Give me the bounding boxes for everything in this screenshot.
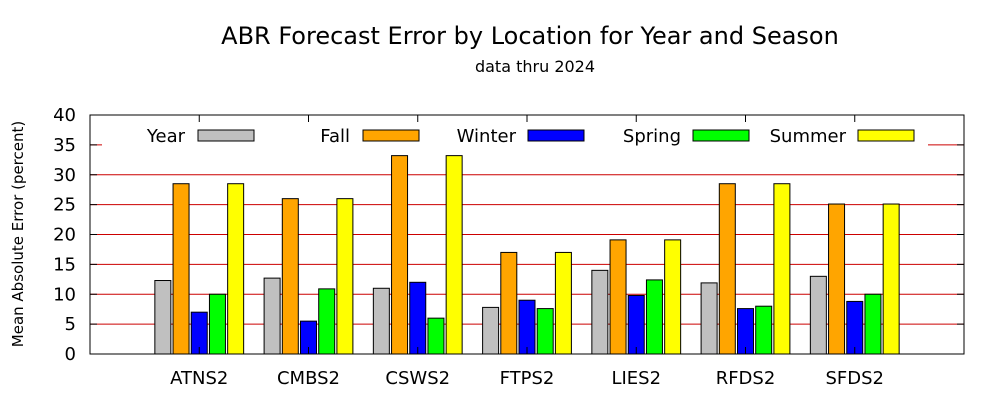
x-tick-label: ATNS2 [170,368,228,389]
bar-year-csws2 [372,287,390,355]
bar-fall-atns2 [172,183,190,355]
bar-fall-sfds2 [828,203,846,355]
bar-summer-csws2 [445,155,463,355]
bar-year-ftps2 [482,306,500,355]
bar-winter-csws2 [409,281,427,355]
bar-summer-rfds2 [773,183,791,355]
y-tick-label: 15 [53,254,76,275]
bar-summer-ftps2 [554,251,572,355]
legend-swatch-spring [692,129,750,142]
bar-spring-rfds2 [755,305,773,355]
legend-label-spring: Spring [623,126,681,147]
bar-spring-cmbs2 [318,288,336,355]
y-tick-label: 35 [53,135,76,156]
y-axis-label: Mean Absolute Error (percent) [9,121,27,347]
bar-year-rfds2 [700,282,718,355]
bar-year-sfds2 [809,275,827,355]
x-tick-label: CSWS2 [385,368,450,389]
bar-summer-lies2 [664,239,682,355]
bar-winter-sfds2 [846,300,864,355]
bar-fall-ftps2 [500,251,518,355]
bar-year-atns2 [154,280,172,355]
bars [154,155,900,355]
legend-swatch-year [197,129,255,142]
y-tick-label: 10 [53,284,76,305]
x-axis-ticks: ATNS2 CMBS2 CSWS2 FTPS2 LIES2 RFDS2 SFDS2 [170,115,884,389]
legend-swatch-winter [527,129,585,142]
x-tick-label: SFDS2 [825,368,884,389]
bar-winter-lies2 [627,294,645,355]
y-tick-label: 40 [53,105,76,126]
bar-year-lies2 [591,269,609,355]
y-tick-label: 0 [65,344,76,365]
bar-spring-atns2 [208,293,226,355]
bar-fall-cmbs2 [281,198,299,355]
x-tick-label: LIES2 [611,368,661,389]
bar-spring-lies2 [645,279,663,355]
legend-label-summer: Summer [770,126,847,147]
x-tick-label: FTPS2 [500,368,555,389]
bar-summer-atns2 [227,183,245,355]
bar-fall-rfds2 [718,183,736,355]
bar-year-cmbs2 [263,277,281,355]
bar-fall-lies2 [609,239,627,355]
bar-summer-cmbs2 [336,198,354,355]
y-tick-label: 20 [53,225,76,246]
legend-swatch-fall [362,129,420,142]
y-axis-ticks: 0 5 10 15 20 25 30 35 40 [53,105,964,365]
chart-title: ABR Forecast Error by Location for Year … [221,22,839,50]
bar-spring-ftps2 [536,308,554,355]
legend-swatch-summer [857,129,915,142]
legend-label-year: Year [146,126,186,147]
legend-label-winter: Winter [457,126,517,147]
chart-subtitle: data thru 2024 [475,57,595,76]
x-tick-label: CMBS2 [277,368,340,389]
bar-spring-csws2 [427,317,445,355]
x-tick-label: RFDS2 [716,368,776,389]
y-tick-label: 25 [53,195,76,216]
bar-winter-ftps2 [518,299,536,355]
bar-spring-sfds2 [864,293,882,355]
legend-label-fall: Fall [320,126,350,147]
bar-fall-csws2 [391,155,409,355]
y-tick-label: 5 [65,314,76,335]
legend: Year Fall Winter Spring Summer [146,126,915,147]
y-tick-label: 30 [53,165,76,186]
bar-summer-sfds2 [882,203,900,355]
